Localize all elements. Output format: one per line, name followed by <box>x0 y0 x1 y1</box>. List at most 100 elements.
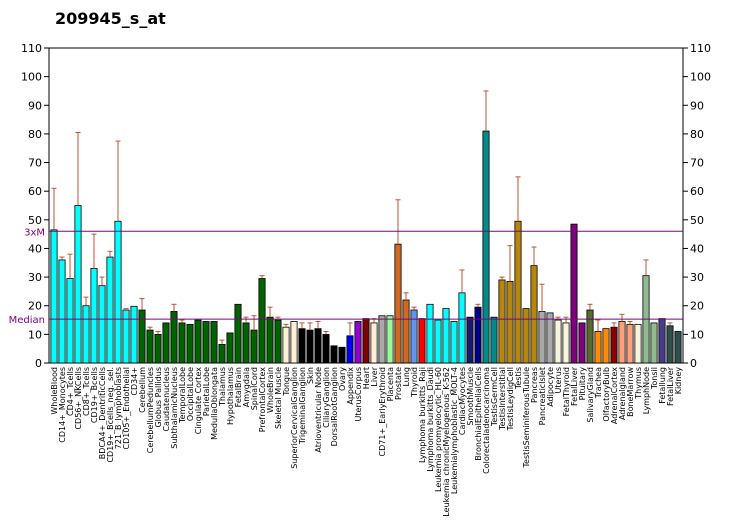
bar <box>90 268 98 364</box>
y2-tick-label: 30 <box>690 271 704 284</box>
bar <box>242 322 250 364</box>
bar <box>618 321 626 364</box>
bar <box>546 312 554 364</box>
x-tick-label: Lymphoma burkitts_Raji <box>418 367 427 463</box>
x-tick-label: Testis <box>514 367 523 390</box>
bar <box>98 285 106 364</box>
x-tick-label: TrigeminalGanglion <box>298 367 307 445</box>
bar <box>514 220 522 364</box>
bar <box>290 321 298 364</box>
bar <box>306 329 314 364</box>
x-tick-label: Pancreas <box>530 367 539 403</box>
bar <box>178 322 186 364</box>
bar <box>650 322 658 364</box>
bar <box>506 280 514 364</box>
x-tick-label: Hypothalamus <box>226 367 235 425</box>
bar <box>522 308 530 364</box>
x-tick-label: Kidney <box>674 367 683 395</box>
reference-line-label: 3xM <box>24 227 45 238</box>
bar <box>266 316 274 364</box>
x-tick-label: Placenta <box>386 367 395 401</box>
y2-tick-label: 10 <box>690 328 704 341</box>
x-tick-label: 721_B_lymphoblasts <box>114 367 123 449</box>
x-tick-label: Lymphoma burkitts_Daudi <box>426 367 435 472</box>
x-tick-label: OlfactoryBulb <box>602 367 611 422</box>
bar <box>602 328 610 364</box>
bar <box>498 279 506 364</box>
y-tick-label: 40 <box>28 242 42 255</box>
y2-tick-label: 80 <box>690 128 704 141</box>
x-tick-label: SpinalCord <box>250 367 259 410</box>
bar <box>626 323 634 364</box>
bar <box>154 333 162 364</box>
bar <box>106 256 114 364</box>
x-tick-label: Tongue <box>282 367 291 397</box>
x-tick-label: CD19+_Bcells <box>90 367 99 423</box>
x-tick-label: CD34+ <box>130 367 139 396</box>
x-tick-label: Colorectaladenocarcinoma <box>482 367 491 474</box>
bar <box>586 309 594 364</box>
bar <box>282 326 290 364</box>
y-tick-label: 0 <box>35 357 42 370</box>
y-tick-label: 70 <box>28 157 42 170</box>
chart-title: 209945_s_at <box>55 9 166 28</box>
y2-tick-label: 0 <box>690 357 697 370</box>
y-tick-label: 90 <box>28 99 42 112</box>
x-tick-label: CardiacMyocytes <box>458 367 467 435</box>
bar <box>162 322 170 364</box>
x-tick-label: TestisInterstitial <box>498 367 507 431</box>
bar <box>442 308 450 364</box>
x-tick-label: CD71+_EarlyErythroid <box>378 367 387 456</box>
x-tick-label: MedullaOblongata <box>210 367 219 440</box>
x-tick-label: PrefrontalCortex <box>258 367 267 433</box>
x-tick-label: Leukemia promyelocytic_HL-60 <box>434 367 443 492</box>
x-tick-label: TemporalLobe <box>178 367 187 424</box>
bar <box>226 332 234 364</box>
y-tick-label: 100 <box>21 71 42 84</box>
bar <box>210 321 218 364</box>
x-tick-label: FetalBrain <box>234 367 243 407</box>
y2-tick-label: 20 <box>690 300 704 313</box>
x-tick-label: TestisSeminiferousTubule <box>522 367 531 469</box>
bar <box>562 322 570 364</box>
reference-line-label: Median <box>9 315 45 326</box>
bar <box>666 325 674 364</box>
x-tick-label: Caudatenucleus <box>162 367 171 432</box>
bar <box>394 243 402 364</box>
x-tick-label: Thyroid <box>410 367 419 398</box>
x-tick-label: FetalLiver <box>666 366 675 406</box>
x-tick-label: UterusCorpus <box>354 367 363 422</box>
x-tick-label: WholeBrain <box>266 367 275 413</box>
x-tick-label: OccipitalLobe <box>186 367 195 421</box>
bar <box>594 331 602 364</box>
x-tick-label: LymphNode <box>642 367 651 414</box>
bar <box>410 309 418 364</box>
x-tick-label: Atrioventricular Node <box>314 367 323 453</box>
bar <box>458 292 466 364</box>
x-tick-label: CD56+_NKCells <box>74 367 83 430</box>
bar <box>386 315 394 364</box>
x-tick-label: TestisLeydigCell <box>506 367 515 431</box>
x-tick-label: Uterus <box>554 367 563 393</box>
x-tick-label: Trachea <box>594 367 603 399</box>
bar <box>482 130 490 364</box>
x-tick-label: Cingulate Cortex <box>194 367 203 434</box>
x-tick-label: Skin <box>306 367 315 384</box>
x-tick-label: DorsalRootGanglion <box>330 367 339 446</box>
x-tick-label: SmoothMuscle <box>466 367 475 426</box>
bar <box>346 335 354 364</box>
bar <box>202 321 210 364</box>
bar <box>130 305 138 364</box>
x-tick-label: Fetallung <box>658 367 667 404</box>
y-tick-label: 80 <box>28 128 42 141</box>
x-tick-label: Appendix <box>346 367 355 405</box>
x-tick-label: SuperiorCervicalGanglion <box>290 367 299 469</box>
x-tick-label: BronchialEpithelialCells <box>474 367 483 461</box>
bar <box>122 309 130 364</box>
y-tick-label: 30 <box>28 271 42 284</box>
y-tick-label: 10 <box>28 328 42 341</box>
x-tick-label: CiliaryGanglion <box>322 367 331 428</box>
y2-tick-label: 70 <box>690 157 704 170</box>
bar <box>258 278 266 364</box>
x-tick-label: Prostate <box>394 367 403 400</box>
